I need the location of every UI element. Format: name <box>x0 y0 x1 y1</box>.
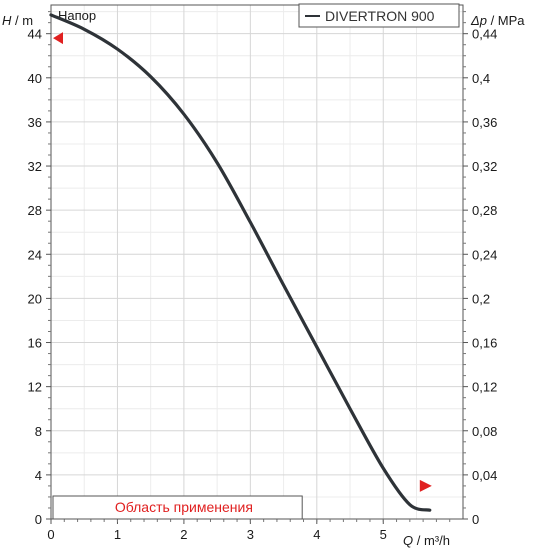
series-line-divertron-900 <box>49 13 432 512</box>
y-tick-label-left: 0 <box>35 512 42 527</box>
markers-layer <box>53 32 432 519</box>
x-tick-label: 1 <box>114 527 121 542</box>
y-tick-label-left: 4 <box>35 468 42 483</box>
x-axis-title: Q / m³/h <box>403 533 450 548</box>
plot-frame <box>50 4 464 520</box>
axis-ticks <box>46 11 468 524</box>
y-axis-right-title: Δp / MPa <box>470 13 525 28</box>
y-tick-label-right: 0,28 <box>472 203 497 218</box>
y-tick-label-right: 0,44 <box>472 27 497 42</box>
y-tick-label-right: 0,2 <box>472 291 490 306</box>
chart-title: Напор <box>58 8 96 23</box>
y-axis-right-unit: / MPa <box>487 13 525 28</box>
application-range-box <box>52 495 303 520</box>
y-tick-label-right: 0,24 <box>472 247 497 262</box>
y-tick-label-left: 12 <box>28 380 42 395</box>
y-tick-label-left: 40 <box>28 71 42 86</box>
grid <box>51 5 463 519</box>
y-tick-label-right: 0,04 <box>472 468 497 483</box>
y-tick-label-right: 0 <box>472 512 479 527</box>
y-tick-label-left: 20 <box>28 291 42 306</box>
y-tick-label-left: 28 <box>28 203 42 218</box>
y-tick-label-left: 36 <box>28 115 42 130</box>
marker-left-triangle <box>53 32 63 45</box>
y-tick-label-left: 8 <box>35 424 42 439</box>
y-tick-label-right: 0,16 <box>472 336 497 351</box>
x-tick-label: 4 <box>313 527 320 542</box>
y-tick-label-right: 0,32 <box>472 159 497 174</box>
y-tick-label-left: 24 <box>28 247 42 262</box>
y-tick-label-left: 32 <box>28 159 42 174</box>
legend: DIVERTRON 900 <box>298 3 460 28</box>
y-axis-left-unit: / m <box>11 13 33 28</box>
series-layer <box>49 13 432 512</box>
x-axis-symbol: Q <box>403 533 413 548</box>
legend-box <box>298 3 460 28</box>
x-tick-label: 2 <box>180 527 187 542</box>
application-range-label: Область применения <box>115 499 253 515</box>
y-axis-left-title: H / m <box>2 13 33 28</box>
y-tick-label-right: 0,36 <box>472 115 497 130</box>
legend-label: DIVERTRON 900 <box>325 8 435 24</box>
y-axis-right-symbol: Δp <box>470 13 487 28</box>
x-axis-unit: / m³/h <box>413 533 450 548</box>
y-tick-label-right: 0,12 <box>472 380 497 395</box>
y-tick-label-left: 44 <box>28 27 42 42</box>
y-tick-label-right: 0,08 <box>472 424 497 439</box>
y-axis-left-symbol: H <box>2 13 12 28</box>
y-tick-label-right: 0,4 <box>472 71 490 86</box>
x-tick-label: 0 <box>47 527 54 542</box>
y-tick-label-left: 16 <box>28 336 42 351</box>
x-tick-label: 3 <box>247 527 254 542</box>
x-tick-label: 5 <box>380 527 387 542</box>
application-range: Область применения <box>52 495 303 520</box>
marker-right-triangle <box>419 479 432 492</box>
